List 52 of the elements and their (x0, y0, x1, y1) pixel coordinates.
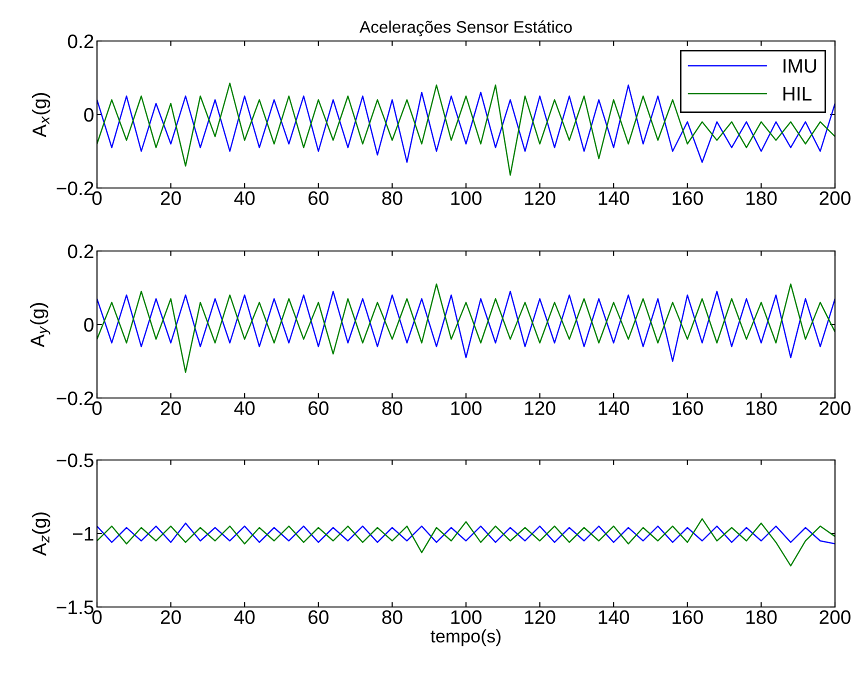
x-tick-label: 80 (382, 191, 402, 206)
x-tick-label: 120 (525, 191, 556, 206)
x-tick-label: 60 (308, 191, 328, 206)
legend-label: HIL (783, 87, 812, 100)
x-tick-label: 40 (234, 610, 255, 624)
x-tick-label: 200 (820, 610, 850, 624)
line-series (97, 522, 835, 544)
x-tick-label: 20 (160, 191, 181, 206)
x-tick-label: 180 (746, 191, 777, 206)
x-tick-label: 160 (672, 401, 703, 416)
y-tick-label: 0 (84, 108, 94, 122)
chart-title: Acelerações Sensor Estático (360, 20, 572, 36)
line-series (97, 518, 835, 566)
x-tick-label: 80 (382, 610, 402, 624)
x-tick-label: 40 (234, 401, 255, 416)
x-tick-label: 100 (451, 191, 482, 206)
x-tick-label: 140 (598, 191, 630, 206)
y-tick-label: −0.5 (56, 453, 94, 468)
line-series (97, 82, 835, 176)
line-series (97, 84, 835, 163)
x-tick-label: 160 (672, 610, 703, 624)
x-tick-label: 60 (308, 610, 328, 624)
x-tick-label: 40 (234, 191, 255, 206)
x-tick-label: 60 (308, 401, 328, 416)
x-tick-label: 80 (382, 401, 402, 416)
y-tick-label: −1 (73, 527, 94, 541)
y-axis-title: A$_{x}$(g) (32, 93, 50, 138)
y-tick-label: 0.2 (68, 244, 94, 258)
y-tick-label: 0.2 (68, 34, 94, 48)
y-tick-label: −0.2 (56, 391, 94, 406)
line-series (97, 290, 835, 362)
y-axis-title: A$_{z}$(g) (32, 512, 50, 556)
x-tick-label: 160 (672, 191, 703, 206)
x-tick-label: 180 (746, 401, 777, 416)
x-tick-label: 20 (160, 401, 181, 416)
x-tick-label: 140 (598, 401, 630, 416)
y-axis-title: A$_{y}$(g) (30, 303, 50, 348)
y-tick-label: −0.2 (56, 181, 94, 196)
x-tick-label: 140 (598, 610, 630, 624)
x-axis-title: tempo(s) (430, 629, 500, 646)
legend-label: IMU (784, 59, 816, 73)
y-tick-label: 0 (84, 318, 94, 332)
x-tick-label: 100 (451, 610, 482, 624)
x-tick-label: 120 (525, 401, 556, 416)
x-tick-label: 200 (820, 191, 850, 206)
line-series (97, 283, 835, 373)
x-tick-label: 120 (525, 610, 556, 624)
x-tick-label: 180 (746, 610, 777, 624)
x-tick-label: 100 (451, 401, 482, 416)
x-tick-label: 200 (820, 401, 850, 416)
y-tick-label: −1.5 (56, 600, 94, 614)
x-tick-label: 20 (160, 610, 181, 624)
